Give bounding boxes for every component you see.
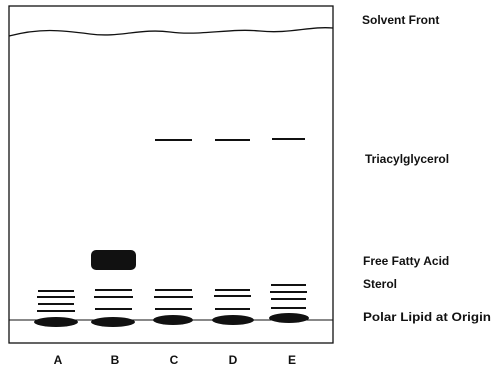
label: Sterol — [363, 277, 397, 291]
band — [34, 317, 78, 327]
bands — [34, 139, 309, 327]
label: Free Fatty Acid — [363, 254, 449, 268]
lane-label: C — [170, 353, 179, 367]
band — [91, 317, 135, 327]
label: Triacylglycerol — [365, 152, 449, 166]
lane-label: D — [229, 353, 238, 367]
band — [153, 315, 193, 325]
lane-label: A — [54, 353, 63, 367]
lane-label: B — [111, 353, 120, 367]
band — [269, 313, 309, 323]
band — [212, 315, 254, 325]
tlc-plate-figure: Solvent Front Triacylglycerol Free Fatty… — [0, 0, 495, 368]
solvent-front-line — [9, 28, 333, 36]
label: Polar Lipid at Origin — [363, 310, 491, 324]
label: Solvent Front — [362, 13, 439, 27]
band — [91, 250, 136, 270]
lane-label: E — [288, 353, 296, 367]
